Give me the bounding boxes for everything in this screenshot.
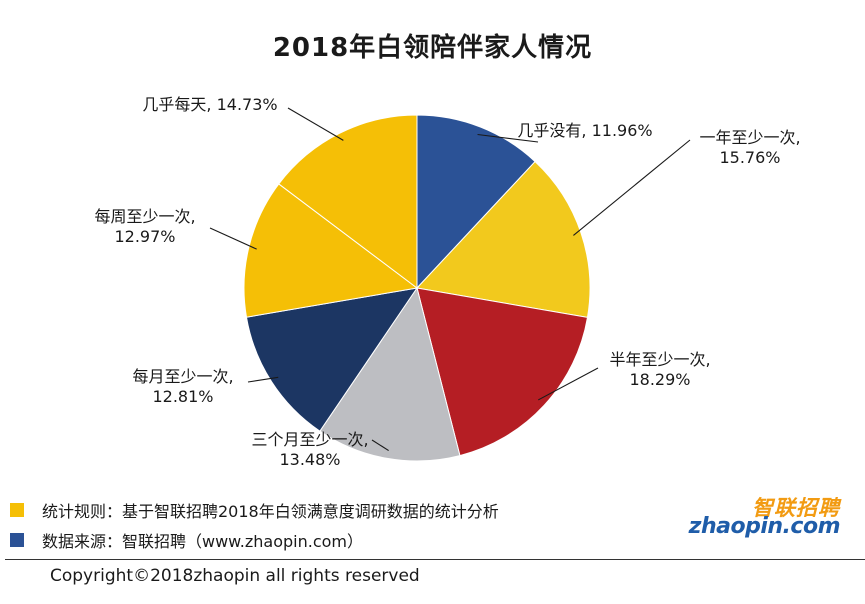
leader-line — [477, 133, 539, 143]
note-data-source: 数据来源：智联招聘（www.zhaopin.com） — [10, 528, 363, 552]
leader-line — [371, 439, 389, 452]
statistics-rule-text: 统计规则：基于智联招聘2018年白领满意度调研数据的统计分析 — [42, 502, 499, 521]
pie-slice — [243, 183, 419, 318]
pie-slice — [416, 160, 591, 318]
slice-label: 几乎没有, 11.96% — [517, 121, 652, 140]
leader-line — [573, 139, 691, 236]
leader-line — [247, 376, 279, 383]
zhaopin-logo: 智联招聘 zhaopin.com — [689, 492, 852, 542]
pie-slice — [416, 114, 536, 290]
pie-slice — [278, 114, 418, 290]
leader-line — [537, 367, 599, 401]
yellow-square-icon — [10, 503, 24, 517]
data-source-text: 数据来源：智联招聘（www.zhaopin.com） — [42, 532, 364, 551]
footer-divider — [5, 559, 865, 560]
pie-slice — [319, 286, 461, 462]
chart-title: 2018年白领陪伴家人情况 — [272, 33, 593, 63]
slice-label: 三个月至少一次, 13.48% — [251, 430, 368, 469]
leader-line — [287, 107, 344, 141]
slice-label: 半年至少一次, 18.29% — [609, 350, 710, 389]
logo-english-text: zhaopin.com — [688, 514, 841, 539]
slice-label: 几乎每天, 14.73% — [142, 95, 277, 114]
slice-label: 每周至少一次, 12.97% — [94, 207, 195, 246]
pie-slice — [245, 287, 419, 432]
copyright-text: Copyright©2018zhaopin all rights reserve… — [50, 566, 420, 586]
note-statistics-rule: 统计规则：基于智联招聘2018年白领满意度调研数据的统计分析 — [10, 498, 499, 522]
pie-chart: 几乎没有, 11.96% 一年至少一次, 15.76% 半年至少一次, 18.29% 三个… — [94, 95, 800, 469]
slice-label: 一年至少一次, 15.76% — [699, 128, 800, 167]
leader-line — [209, 227, 257, 250]
logo-chinese-text: 智联招聘 — [752, 496, 840, 520]
slice-label: 每月至少一次, 12.81% — [132, 367, 233, 406]
blue-square-icon — [10, 533, 24, 547]
pie-slice — [416, 287, 589, 457]
